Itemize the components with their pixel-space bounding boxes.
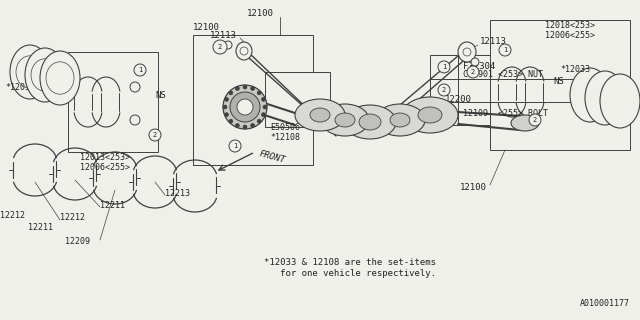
Text: 1: 1 <box>442 64 446 70</box>
Ellipse shape <box>257 91 261 95</box>
Text: 12006<255>: 12006<255> <box>80 164 130 172</box>
Text: 12212: 12212 <box>0 211 25 220</box>
Ellipse shape <box>243 85 247 89</box>
Ellipse shape <box>375 104 425 136</box>
Circle shape <box>213 40 227 54</box>
Text: *12033: *12033 <box>560 66 590 75</box>
Text: 2: 2 <box>442 87 446 93</box>
Text: 12100: 12100 <box>193 22 220 31</box>
Text: *12033 & 12108 are the set-items
   for one vehicle respectively.: *12033 & 12108 are the set-items for one… <box>264 258 436 278</box>
Text: A010001177: A010001177 <box>580 299 630 308</box>
Text: 12013<253>: 12013<253> <box>80 154 130 163</box>
Ellipse shape <box>237 99 253 115</box>
Text: 12213: 12213 <box>165 188 190 197</box>
Ellipse shape <box>458 42 476 62</box>
Bar <box>430 55 625 125</box>
Ellipse shape <box>321 104 369 136</box>
Text: 12212: 12212 <box>60 213 85 222</box>
Text: *12108: *12108 <box>270 132 300 141</box>
Text: 2: 2 <box>153 132 157 138</box>
Text: FRONT: FRONT <box>258 149 286 165</box>
Ellipse shape <box>229 119 233 123</box>
Ellipse shape <box>130 82 140 92</box>
Ellipse shape <box>471 58 479 66</box>
Ellipse shape <box>262 113 266 117</box>
Text: NS: NS <box>553 77 564 86</box>
Bar <box>193 35 313 165</box>
Text: C00901 <253> NUT: C00901 <253> NUT <box>463 70 543 79</box>
Ellipse shape <box>262 97 266 101</box>
Ellipse shape <box>236 86 239 91</box>
Ellipse shape <box>223 105 227 109</box>
Circle shape <box>529 114 541 126</box>
Text: 1: 1 <box>503 47 507 53</box>
Ellipse shape <box>25 48 65 102</box>
Text: 12100: 12100 <box>460 182 487 191</box>
Ellipse shape <box>130 115 140 125</box>
Ellipse shape <box>243 125 247 129</box>
Ellipse shape <box>402 97 458 133</box>
Text: *12033: *12033 <box>5 83 35 92</box>
Ellipse shape <box>390 113 410 127</box>
Ellipse shape <box>224 41 232 49</box>
Ellipse shape <box>230 92 260 122</box>
Ellipse shape <box>251 86 255 91</box>
Circle shape <box>229 140 241 152</box>
Bar <box>68 52 158 152</box>
Circle shape <box>438 61 450 73</box>
Text: 2: 2 <box>471 69 475 75</box>
Text: 12200: 12200 <box>445 95 472 105</box>
Ellipse shape <box>310 108 330 122</box>
Circle shape <box>467 66 479 78</box>
Ellipse shape <box>585 71 625 125</box>
Text: E50506: E50506 <box>270 123 300 132</box>
Ellipse shape <box>295 99 345 131</box>
Circle shape <box>499 44 511 56</box>
Bar <box>265 72 330 127</box>
Text: 12113: 12113 <box>480 37 507 46</box>
Text: 2: 2 <box>533 117 537 123</box>
Ellipse shape <box>335 113 355 127</box>
Text: F32304: F32304 <box>463 62 495 71</box>
Text: 12113: 12113 <box>210 30 237 39</box>
Text: 1: 1 <box>233 143 237 149</box>
Text: 12006<255>: 12006<255> <box>545 30 595 39</box>
Circle shape <box>134 64 146 76</box>
Circle shape <box>149 129 161 141</box>
Text: NS: NS <box>155 91 166 100</box>
Ellipse shape <box>263 105 267 109</box>
Ellipse shape <box>511 115 539 131</box>
Text: 12211: 12211 <box>100 201 125 210</box>
Ellipse shape <box>236 124 239 127</box>
Text: 12211: 12211 <box>28 223 53 233</box>
Bar <box>490 20 630 150</box>
Ellipse shape <box>40 51 80 105</box>
Ellipse shape <box>10 45 50 99</box>
Ellipse shape <box>600 74 640 128</box>
Ellipse shape <box>344 105 396 139</box>
Ellipse shape <box>570 68 610 122</box>
Ellipse shape <box>236 42 252 60</box>
Ellipse shape <box>418 107 442 123</box>
Text: 12209: 12209 <box>65 237 90 246</box>
Text: 12100: 12100 <box>247 9 274 18</box>
Ellipse shape <box>257 119 261 123</box>
Text: 1: 1 <box>138 67 142 73</box>
Text: 2: 2 <box>218 44 222 50</box>
Ellipse shape <box>225 97 228 101</box>
Ellipse shape <box>229 91 233 95</box>
Ellipse shape <box>359 114 381 130</box>
Circle shape <box>438 84 450 96</box>
Text: 12109  <255> BOLT: 12109 <255> BOLT <box>463 108 548 117</box>
Ellipse shape <box>223 85 267 129</box>
Ellipse shape <box>225 113 228 117</box>
Text: 12018<253>: 12018<253> <box>545 20 595 29</box>
Ellipse shape <box>251 124 255 127</box>
